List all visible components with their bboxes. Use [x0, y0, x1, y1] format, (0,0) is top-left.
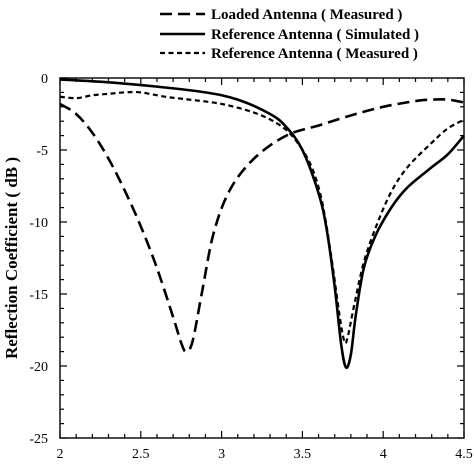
y-tick-label: -15 — [29, 288, 48, 303]
y-tick-label: -10 — [29, 216, 48, 231]
y-tick-label: -25 — [29, 432, 48, 447]
legend-label-1: Loaded Antenna ( Measured ) — [211, 7, 402, 23]
y-tick-label: -20 — [29, 360, 48, 375]
legend-label-3: Reference Antenna ( Measured ) — [211, 46, 418, 62]
y-tick-label: -5 — [36, 144, 48, 159]
x-tick-label: 3.5 — [294, 447, 312, 462]
plot-frame — [59, 77, 465, 439]
x-tick-label: 4 — [380, 447, 387, 462]
y-tick-label: 0 — [41, 72, 48, 87]
series-line-1 — [59, 98, 465, 353]
series-lines — [59, 78, 465, 370]
axis-ticks — [59, 77, 465, 439]
series-line-3 — [59, 90, 465, 345]
x-tick-label: 2.5 — [132, 447, 150, 462]
legend-label-2: Reference Antenna ( Simulated ) — [211, 27, 419, 43]
x-tick-label: 2 — [57, 447, 64, 462]
legend: Loaded Antenna ( Measured ) Reference Ant… — [160, 7, 419, 62]
y-tick-labels: 0 -5 -10 -15 -20 -25 — [29, 72, 48, 447]
y-axis-label: Reflection Coefficient ( dB ) — [2, 157, 21, 359]
x-tick-labels: 2 2.5 3 3.5 4 4.5 — [57, 447, 473, 462]
series-line-2 — [59, 78, 465, 370]
x-tick-label: 4.5 — [455, 447, 473, 462]
x-tick-label: 3 — [218, 447, 225, 462]
